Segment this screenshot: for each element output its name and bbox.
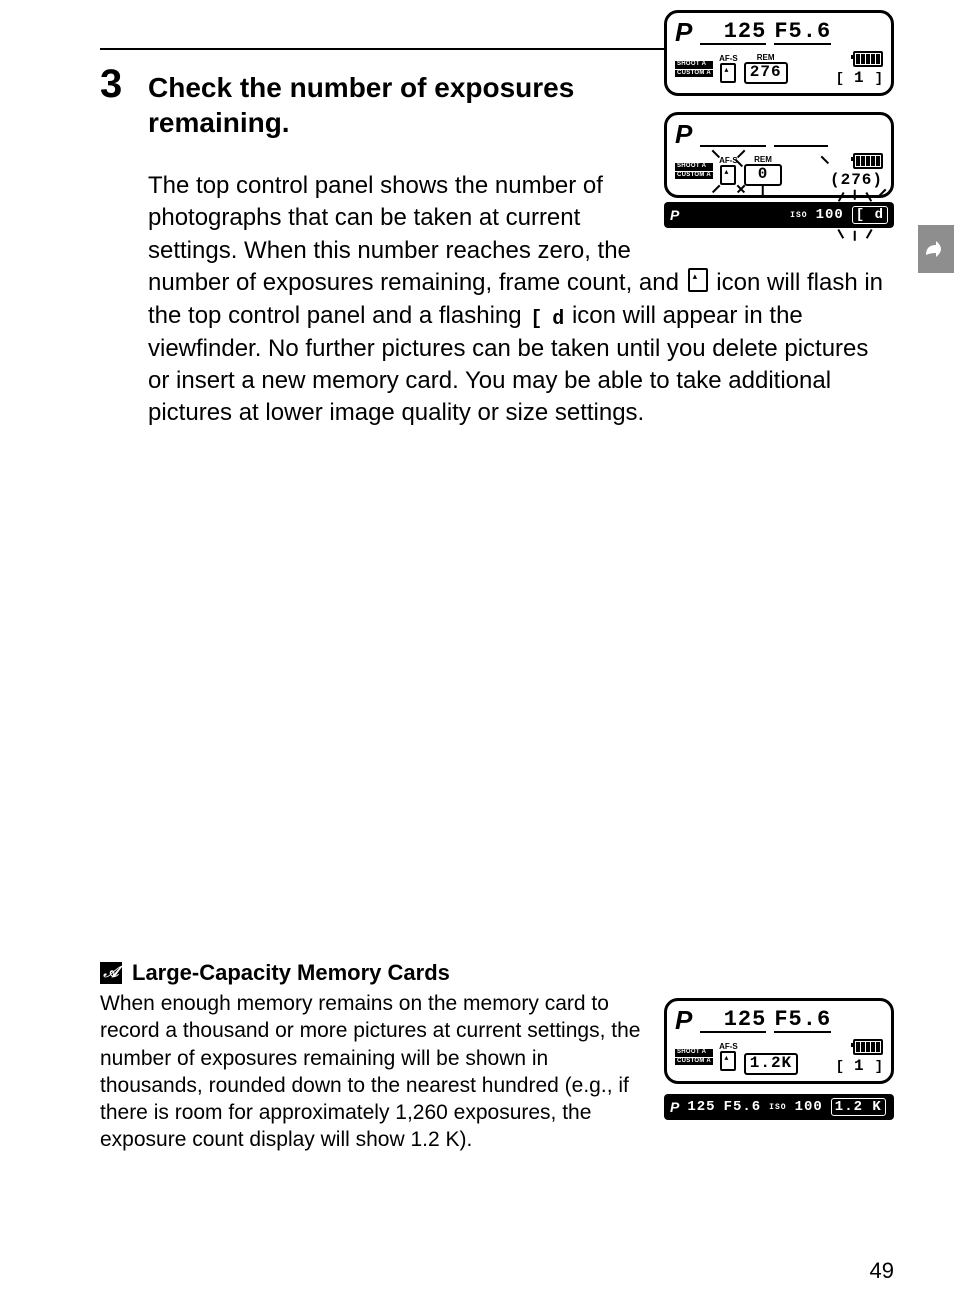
custom-label: CUSTOM A <box>675 172 713 179</box>
lcd-frames: [1] <box>836 1057 883 1075</box>
lcd-aperture-blank <box>774 129 828 147</box>
step-body-pre: The top control panel shows the number o… <box>148 172 686 296</box>
card-flash-icon <box>688 268 708 292</box>
lcd-aperture: F5.6 <box>774 1009 831 1033</box>
af-label: AF-S <box>719 1043 738 1051</box>
lcd-mode: P <box>675 121 692 147</box>
lcd-remaining-k: 1.2K <box>744 1053 798 1075</box>
lcd-shutter: 125 <box>700 1009 766 1033</box>
note-figures: P 125 F5.6 SHOOT A CUSTOM A AF-S <box>664 998 894 1120</box>
lcd-shutter-blank <box>700 129 766 147</box>
step-figures: P 125 F5.6 SHOOT A CUSTOM A AF-S <box>664 10 894 228</box>
cd-icon: [ d <box>530 306 563 333</box>
shoot-custom-labels: SHOOT A CUSTOM A <box>675 163 713 178</box>
battery-icon <box>853 51 883 67</box>
step-heading: Check the number of exposures remaining. <box>148 70 588 140</box>
vf-mode: P <box>670 1100 679 1114</box>
card-icon <box>720 165 736 185</box>
lcd-panel-empty-group: P SHOOT A CUSTOM A AF-S <box>664 112 894 228</box>
shoot-label: SHOOT A <box>675 163 713 170</box>
lcd-mode: P <box>675 19 692 45</box>
lcd-panel-large-card: P 125 F5.6 SHOOT A CUSTOM A AF-S <box>664 998 894 1084</box>
lcd-remaining-zero: 0 <box>744 164 783 186</box>
lcd-panel-empty: P SHOOT A CUSTOM A AF-S <box>664 112 894 198</box>
shoot-label: SHOOT A <box>675 1049 713 1056</box>
vf-iso-label: ISO <box>769 1103 786 1112</box>
lcd-panel-normal: P 125 F5.6 SHOOT A CUSTOM A AF-S <box>664 10 894 96</box>
note-section: 𝒜 Large-Capacity Memory Cards P 125 F5.6… <box>100 960 894 1154</box>
step-content: P 125 F5.6 SHOOT A CUSTOM A AF-S <box>148 62 894 454</box>
lcd-aperture: F5.6 <box>774 21 831 45</box>
custom-label: CUSTOM A <box>675 1058 713 1065</box>
lcd-frames: [1] <box>836 69 883 87</box>
vf-k-box: 1.2 K <box>831 1098 886 1116</box>
af-label: AF-S <box>719 55 738 63</box>
lcd-remaining: 276 <box>744 62 788 84</box>
step-row: 3 P 125 F5.6 SHOOT A CUSTO <box>100 62 894 454</box>
custom-label: CUSTOM A <box>675 70 713 77</box>
rem-label: REM <box>754 156 772 164</box>
step-number: 3 <box>100 64 132 104</box>
vf-mode: P <box>670 208 679 222</box>
vf-iso: 100 <box>795 1099 823 1115</box>
card-icon <box>720 1051 736 1071</box>
leaf-icon <box>924 239 948 259</box>
lcd-mode: P <box>675 1007 692 1033</box>
vf-iso-label: ISO <box>790 211 807 220</box>
viewfinder-bar-large-card: P 125 F5.6 ISO 100 1.2 K <box>664 1094 894 1120</box>
vf-shutter: 125 <box>687 1099 715 1115</box>
lcd-frames-bracket: (276) <box>830 171 883 189</box>
card-icon <box>720 63 736 83</box>
vf-aperture: F5.6 <box>724 1099 762 1115</box>
vf-cd-box: [ d <box>852 206 888 224</box>
page-number: 49 <box>870 1258 894 1284</box>
battery-icon <box>853 1039 883 1055</box>
vf-iso: 100 <box>816 207 844 223</box>
lcd-shutter: 125 <box>700 21 766 45</box>
shoot-custom-labels: SHOOT A CUSTOM A <box>675 1049 713 1064</box>
note-heading: Large-Capacity Memory Cards <box>132 960 450 986</box>
shoot-label: SHOOT A <box>675 61 713 68</box>
note-icon: 𝒜 <box>100 962 122 984</box>
viewfinder-bar-empty: P ISO 100 [ d <box>664 202 894 228</box>
battery-icon <box>853 153 883 169</box>
section-tab <box>918 225 954 273</box>
rem-label: REM <box>757 54 775 62</box>
shoot-custom-labels: SHOOT A CUSTOM A <box>675 61 713 76</box>
